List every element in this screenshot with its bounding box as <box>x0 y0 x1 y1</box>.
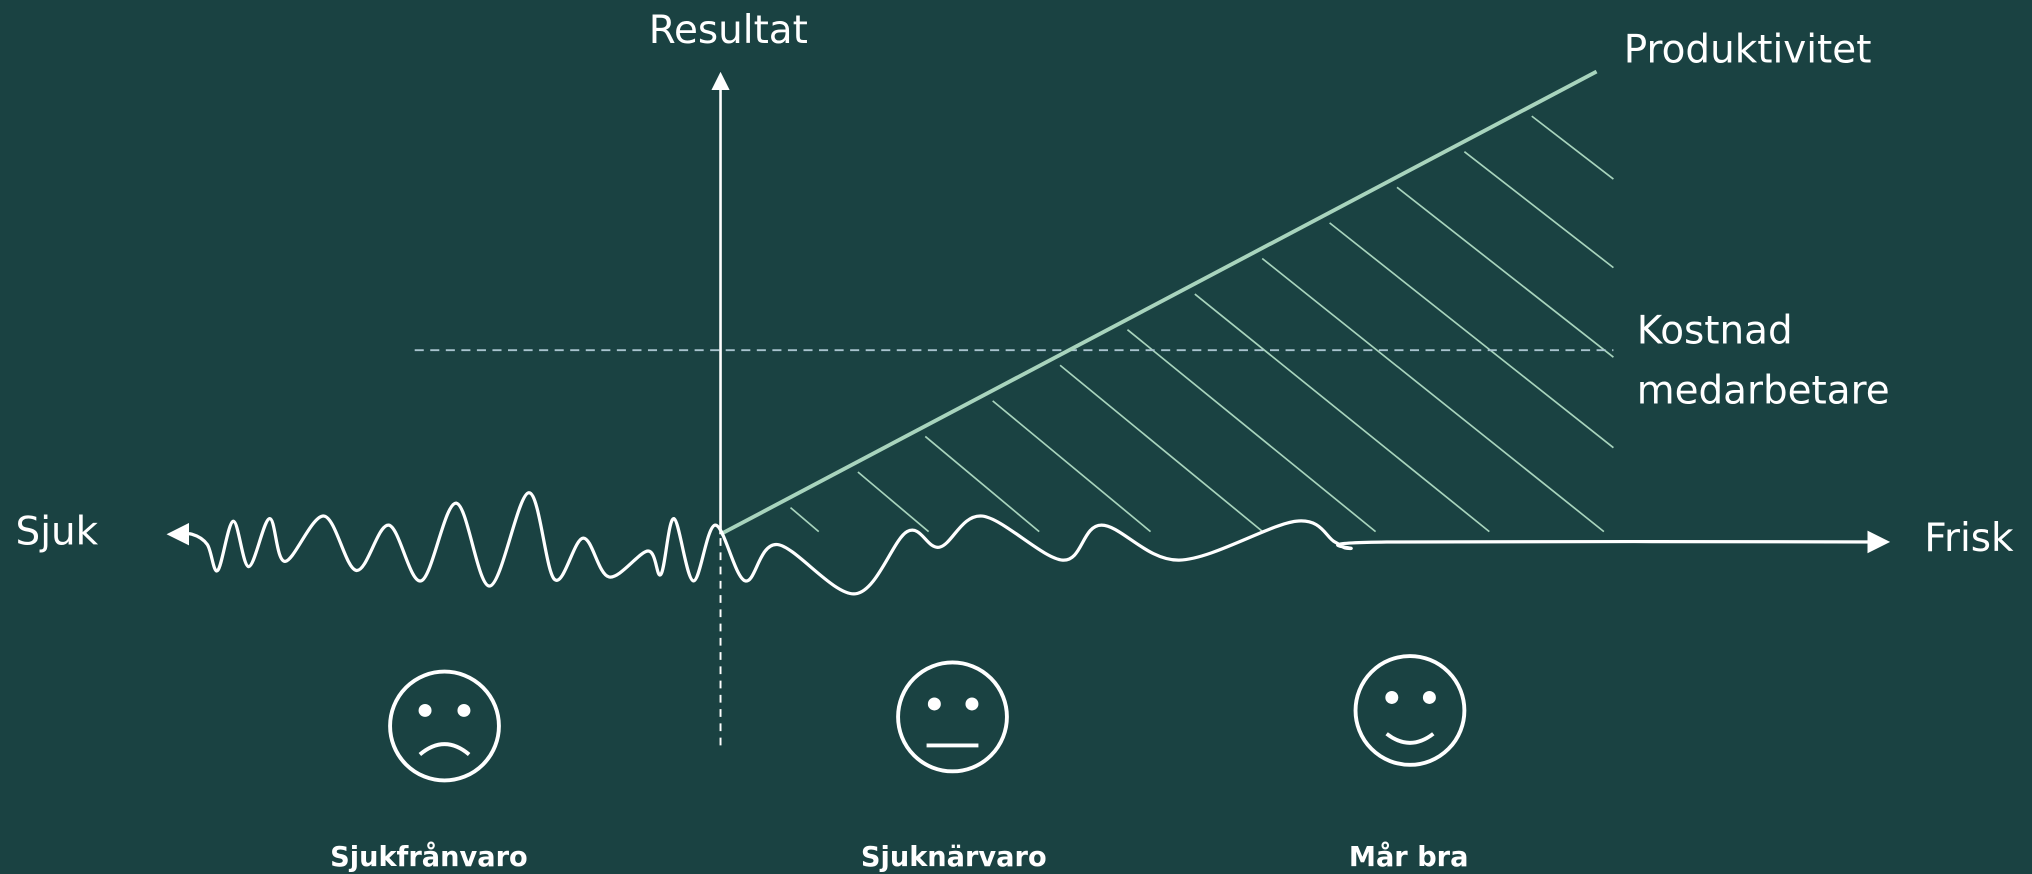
y-axis-label: Resultat <box>649 8 808 53</box>
neutral-face <box>896 660 1009 774</box>
productivity-label: Produktivitet <box>1624 27 1872 72</box>
eye <box>1422 691 1436 704</box>
state-label: Sjukfrånvaro <box>330 841 528 873</box>
hatch-line <box>1329 222 1614 449</box>
eye <box>965 697 979 711</box>
health-curve <box>166 491 1891 596</box>
productivity-line <box>719 69 1598 536</box>
cost-label: Kostnad <box>1637 309 1793 354</box>
hatch-line <box>1194 293 1490 533</box>
state-label: Mår bra <box>1349 841 1469 873</box>
hatch-line <box>1463 151 1614 269</box>
hatching <box>789 115 1614 533</box>
hatch-line <box>1531 115 1614 180</box>
sad-face <box>388 669 501 783</box>
hatch-line <box>1126 329 1377 533</box>
state-label: Sjuknärvaro <box>861 842 1047 873</box>
x-left-label: Sjuk <box>16 510 99 555</box>
x-right-label: Frisk <box>1924 516 2014 561</box>
eye <box>418 703 432 717</box>
cost-label: medarbetare <box>1637 368 1890 413</box>
eye <box>1385 691 1399 704</box>
eye <box>927 697 941 711</box>
hatch-line <box>857 471 930 533</box>
hatch-line <box>1059 364 1264 533</box>
hatch-line <box>992 400 1152 533</box>
hatch-line <box>1396 186 1614 358</box>
happy-face <box>1353 654 1467 767</box>
eye <box>457 703 471 717</box>
hatch-line <box>924 435 1040 533</box>
hatch-line <box>1261 257 1605 533</box>
